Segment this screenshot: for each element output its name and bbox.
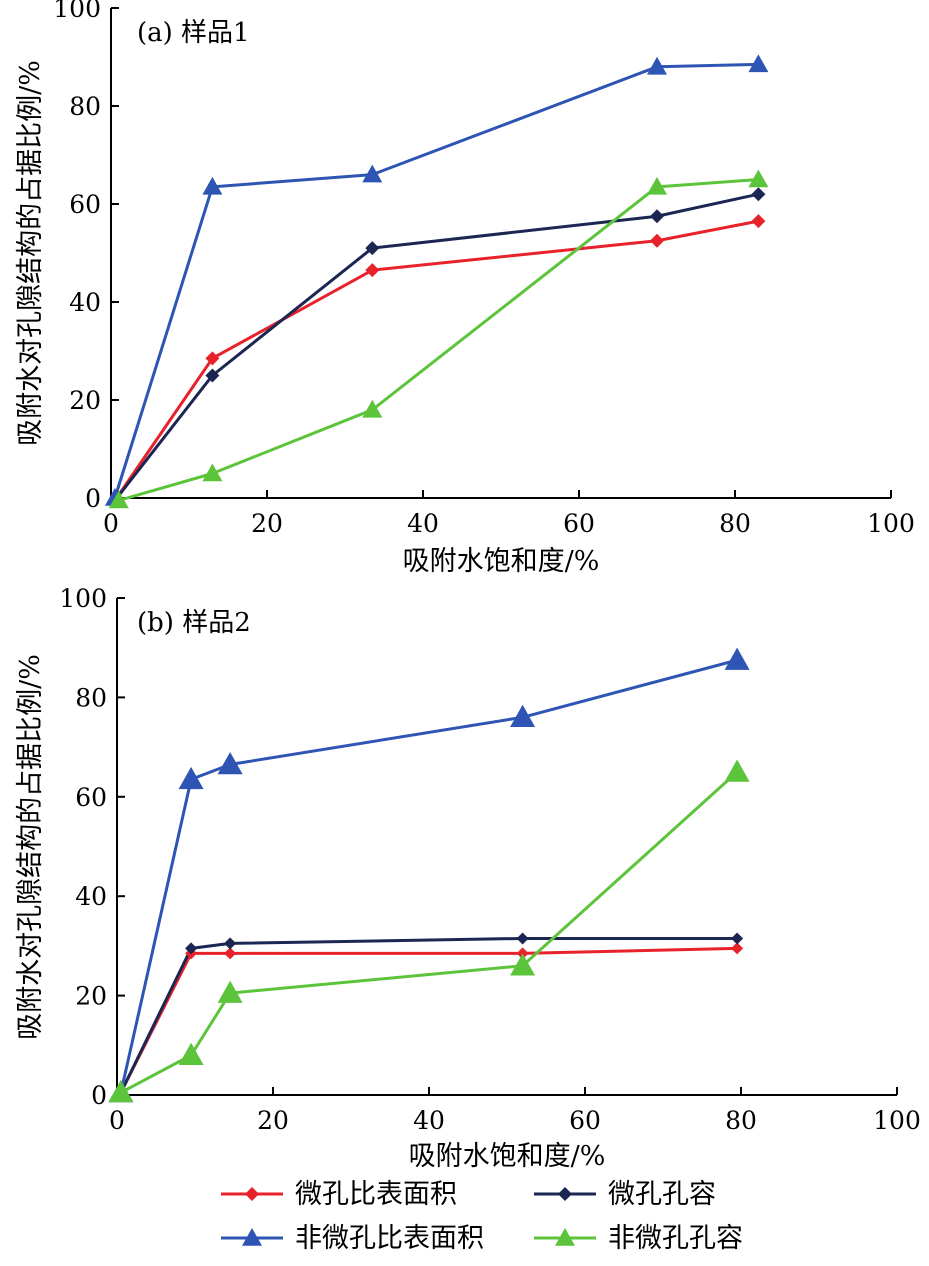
data-point: [650, 209, 664, 224]
panel-b: 0 20 40 60 80 100 0 20 40 60 80 100 吸附水饱和度/% 吸附水对孔隙结构…: [15, 584, 921, 1172]
y-tick-label: 60: [69, 190, 101, 219]
data-point: [724, 759, 750, 782]
data-point: [510, 704, 536, 728]
x-tick-label: 80: [719, 509, 751, 538]
y-tick-label: 20: [75, 982, 107, 1011]
y-tick-label: 60: [75, 783, 107, 812]
data-point: [178, 1042, 204, 1065]
x-tick-label: 0: [103, 509, 119, 538]
y-tick-label: 20: [69, 386, 101, 415]
x-tick-label: 40: [413, 1106, 445, 1135]
data-point: [731, 932, 744, 945]
data-point: [647, 56, 667, 75]
x-tick-label: 100: [873, 1106, 921, 1135]
y-tick-label: 80: [75, 683, 107, 712]
series-line: [120, 770, 739, 1094]
x-tick-label: 20: [251, 509, 283, 538]
series-line: [113, 62, 759, 499]
series-line: [119, 936, 738, 1094]
x-tick-label: 40: [407, 509, 439, 538]
x-tick-label: 80: [725, 1106, 757, 1135]
series-line: [118, 178, 759, 502]
y-tick-label: 100: [53, 0, 101, 23]
y-tick-label: 80: [69, 92, 101, 121]
legend-marker: [242, 1228, 262, 1246]
x-tick-label: 60: [563, 509, 595, 538]
y-tick-label: 0: [85, 484, 101, 513]
data-point: [185, 942, 198, 955]
data-point: [748, 54, 769, 73]
legend-label: 非微孔孔容: [608, 1223, 743, 1254]
data-point: [650, 233, 664, 248]
data-point: [362, 399, 383, 418]
x-tick-label: 100: [867, 509, 915, 538]
x-tick-label: 20: [257, 1106, 289, 1135]
data-point: [224, 937, 237, 950]
y-tick-label: 0: [91, 1081, 107, 1110]
panel-a: 0 20 40 60 80 100 0 20 40 60 80 100 吸附水饱和度/% 吸附水对孔隙结构…: [15, 0, 915, 577]
data-point: [202, 176, 223, 195]
data-point: [224, 947, 237, 960]
data-point: [751, 214, 766, 229]
data-point: [647, 176, 667, 195]
data-point: [205, 368, 220, 383]
data-point: [217, 980, 243, 1003]
panel-label: (a) 样品1: [137, 18, 250, 48]
x-axis-title: 吸附水饱和度/%: [409, 1141, 606, 1172]
data-point: [108, 490, 129, 509]
data-point: [724, 647, 750, 670]
data-point: [202, 463, 223, 482]
y-tick-label: 40: [75, 882, 107, 911]
legend-marker: [245, 1187, 259, 1201]
legend-marker: [558, 1187, 572, 1201]
x-tick-label: 0: [109, 1106, 125, 1135]
y-axis-title: 吸附水对孔隙结构的占据比例/%: [15, 654, 46, 1040]
data-point: [365, 263, 380, 278]
data-point: [217, 751, 243, 775]
data-point: [748, 169, 769, 188]
y-tick-label: 100: [59, 584, 107, 613]
data-point: [365, 241, 380, 256]
data-point: [205, 351, 220, 366]
legend-label: 微孔比表面积: [295, 1179, 457, 1210]
x-tick-label: 60: [569, 1106, 601, 1135]
legend-label: 微孔孔容: [608, 1179, 716, 1210]
x-axis-title: 吸附水饱和度/%: [403, 546, 600, 577]
legend-marker: [555, 1228, 575, 1246]
data-point: [510, 953, 536, 976]
data-point: [516, 932, 529, 945]
data-point: [731, 942, 744, 955]
data-point: [362, 164, 383, 183]
y-axis-title: 吸附水对孔隙结构的占据比例/%: [15, 60, 46, 446]
y-tick-label: 40: [69, 288, 101, 317]
panel-label: (b) 样品2: [137, 608, 251, 638]
data-point: [178, 766, 204, 790]
series-line: [119, 658, 738, 1093]
legend-label: 非微孔比表面积: [295, 1223, 484, 1254]
data-point: [751, 187, 766, 202]
data-point: [108, 1080, 134, 1103]
